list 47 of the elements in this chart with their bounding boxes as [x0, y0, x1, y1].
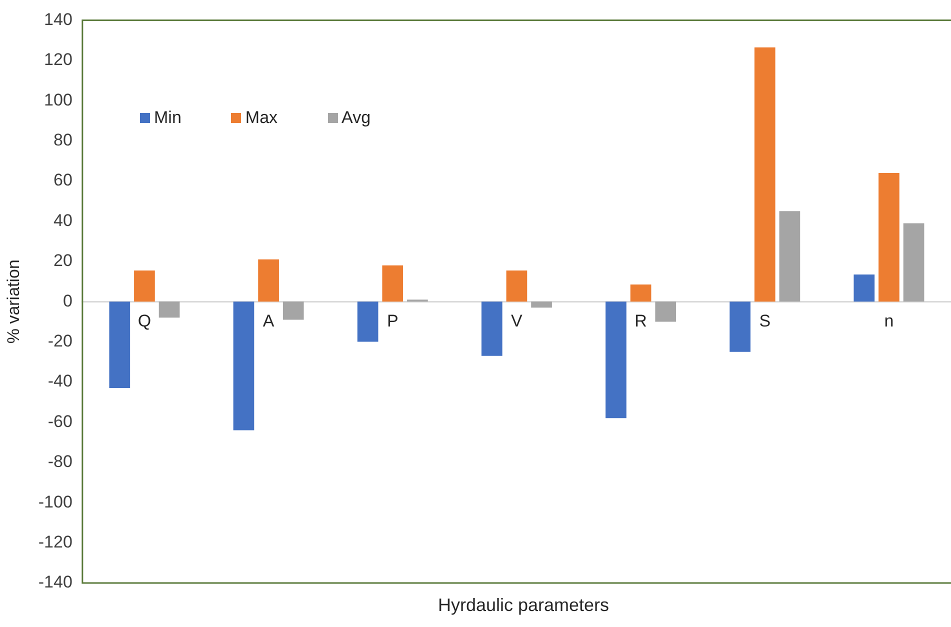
bar — [655, 302, 676, 322]
y-tick-label: -100 — [38, 492, 72, 512]
y-tick-label: -140 — [38, 572, 72, 592]
bar — [854, 274, 875, 302]
legend-label: Max — [245, 108, 278, 128]
x-tick-label: R — [634, 311, 647, 330]
x-tick-label: n — [884, 311, 894, 330]
x-tick-label: S — [759, 311, 771, 330]
bar — [606, 302, 626, 418]
bar — [258, 259, 279, 302]
bar — [282, 302, 304, 320]
bar — [357, 302, 378, 342]
bar — [158, 302, 180, 318]
x-tick-label: P — [386, 311, 398, 330]
legend-label: Avg — [342, 108, 371, 128]
bar — [506, 270, 528, 302]
bar — [134, 270, 155, 302]
x-tick-label: Q — [138, 311, 152, 330]
y-tick-label: 60 — [54, 170, 72, 190]
x-tick-label: A — [262, 311, 275, 330]
y-tick-label: -60 — [48, 412, 72, 431]
y-tick-label: -40 — [48, 372, 72, 391]
bar — [630, 284, 652, 302]
y-tick-label: 0 — [62, 291, 72, 310]
y-axis-title: % variation — [4, 260, 23, 344]
y-tick-label: -120 — [38, 532, 72, 552]
bar — [730, 302, 750, 352]
y-tick-label: 20 — [54, 251, 72, 270]
bar — [878, 172, 900, 302]
bar — [531, 302, 552, 308]
y-tick-label: 120 — [44, 50, 72, 70]
bar — [903, 223, 924, 302]
bar — [382, 265, 404, 302]
y-tick-label: 40 — [54, 210, 72, 230]
y-tick-label: -80 — [48, 452, 72, 472]
bar — [481, 302, 502, 356]
legend-label: Min — [154, 108, 182, 128]
bar — [233, 302, 254, 430]
bar — [754, 47, 776, 302]
y-tick-label: 80 — [54, 130, 72, 150]
y-tick-label: 140 — [44, 10, 72, 29]
x-tick-label: V — [511, 311, 524, 330]
y-tick-label: 100 — [44, 90, 72, 110]
bar — [779, 211, 800, 302]
y-tick-label: -20 — [48, 331, 72, 350]
x-axis-title: Hyrdaulic parameters — [436, 595, 610, 616]
bar — [109, 302, 130, 388]
